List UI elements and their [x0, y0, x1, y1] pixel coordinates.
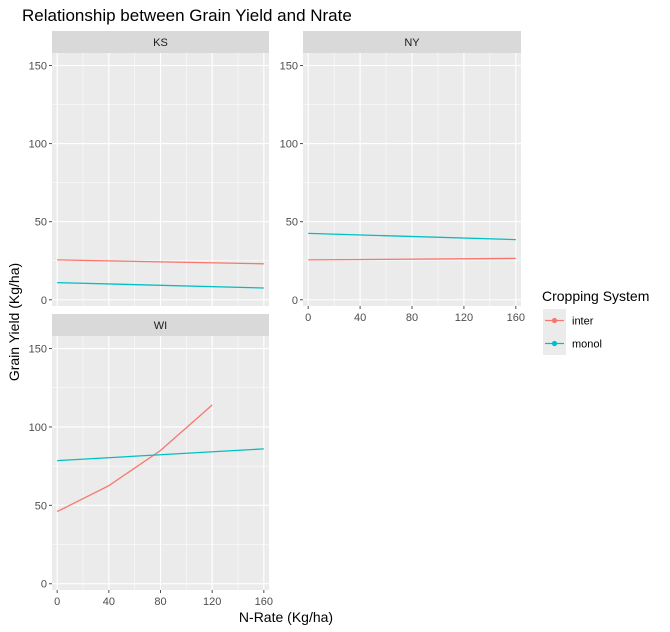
- y-axis-title: Grain Yield (Kg/ha): [6, 263, 22, 381]
- x-tick-label: 120: [455, 312, 473, 324]
- facet-strip-label: WI: [154, 320, 167, 332]
- y-tick-label: 0: [41, 579, 47, 591]
- x-axis-title: N-Rate (Kg/ha): [239, 609, 333, 625]
- x-tick-label: 40: [354, 312, 366, 324]
- x-tick-label: 160: [507, 312, 525, 324]
- x-tick-label: 40: [103, 596, 115, 608]
- y-tick-label: 0: [292, 295, 298, 307]
- facet-strip: [52, 31, 269, 53]
- facet-panel-wi: WI 0 50 100 150 0 40 80 120 160: [29, 314, 273, 608]
- x-tick-label: 80: [154, 596, 166, 608]
- y-tick-label: 50: [35, 217, 47, 229]
- facet-panel-ny: NY 0 50 100 150 0 40 80 120 160: [280, 31, 525, 324]
- series-line-inter: [57, 259, 264, 265]
- series-line-monol: [57, 281, 264, 289]
- y-tick-label: 50: [35, 500, 47, 512]
- y-tick-label: 100: [280, 139, 298, 151]
- legend-label-inter: inter: [572, 316, 594, 328]
- legend-key-point: [551, 317, 558, 324]
- y-tick-label: 150: [280, 60, 298, 72]
- y-tick-label: 150: [29, 60, 47, 72]
- series-line-inter: [56, 404, 213, 513]
- y-tick-label: 100: [29, 422, 47, 434]
- legend-title: Cropping System: [542, 288, 649, 304]
- x-tick-label: 120: [203, 596, 221, 608]
- facet-strip-label: KS: [153, 37, 168, 49]
- x-tick-label: 0: [305, 312, 311, 324]
- x-tick-label: 0: [54, 596, 60, 608]
- y-tick-label: 0: [41, 295, 47, 307]
- series-line-monol: [308, 232, 516, 241]
- series-line-inter: [308, 257, 516, 261]
- y-tick-label: 150: [29, 344, 47, 356]
- facet-panel-ks: KS 0 50 100 150: [29, 31, 269, 307]
- x-tick-label: 80: [406, 312, 418, 324]
- y-tick-label: 100: [29, 139, 47, 151]
- legend-label-monol: monol: [572, 339, 602, 351]
- facet-strip: [303, 31, 521, 53]
- chart-title: Relationship between Grain Yield and Nra…: [22, 6, 352, 25]
- legend: Cropping System inter monol: [542, 288, 649, 355]
- facet-strip: [52, 314, 269, 336]
- facet-strip-label: NY: [404, 37, 420, 49]
- facet-panels: KS 0 50 100 150 NY 0 50 100 150 0 40 80 120 160 WI 0 50 10…: [29, 31, 525, 608]
- y-tick-label: 50: [286, 217, 298, 229]
- legend-key-point: [551, 340, 558, 347]
- x-tick-label: 160: [255, 596, 273, 608]
- series-line-monol: [57, 448, 264, 462]
